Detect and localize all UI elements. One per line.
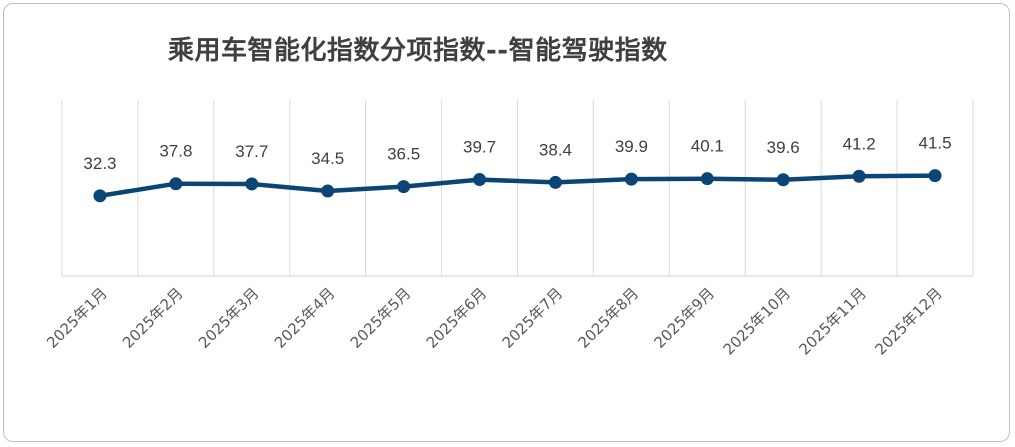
x-tick-label: 2025年5月 <box>347 284 415 352</box>
x-tick-label: 2025年12月 <box>871 284 945 358</box>
x-tick-label: 2025年7月 <box>499 284 567 352</box>
data-point <box>473 173 487 187</box>
x-tick-label: 2025年6月 <box>423 284 491 352</box>
data-label: 38.4 <box>539 140 572 159</box>
data-point <box>624 172 638 186</box>
data-point <box>397 180 411 194</box>
x-tick-label: 2025年10月 <box>720 284 794 358</box>
x-tick-label: 2025年2月 <box>119 284 187 352</box>
chart-frame <box>3 3 1010 442</box>
data-label: 34.5 <box>311 149 344 168</box>
x-tick-label: 2025年3月 <box>195 284 263 352</box>
data-point <box>93 189 107 203</box>
x-tick-label: 2025年11月 <box>796 284 870 358</box>
data-point <box>169 177 183 191</box>
data-point <box>700 172 714 186</box>
data-point <box>852 169 866 183</box>
data-label: 40.1 <box>691 137 724 156</box>
x-tick-label: 2025年4月 <box>271 284 339 352</box>
data-label: 41.2 <box>843 134 876 153</box>
data-label: 37.8 <box>159 142 192 161</box>
x-tick-label: 2025年1月 <box>43 284 111 352</box>
data-point <box>548 175 562 189</box>
data-point <box>928 169 942 183</box>
x-tick-label: 2025年8月 <box>575 284 643 352</box>
data-point <box>245 177 259 191</box>
data-point <box>776 173 790 187</box>
chart-title: 乘用车智能化指数分项指数--智能驾驶指数 <box>168 36 668 66</box>
data-point <box>321 184 335 198</box>
data-label: 39.7 <box>463 138 496 157</box>
data-label: 39.9 <box>615 137 648 156</box>
data-label: 36.5 <box>387 145 420 164</box>
x-tick-label: 2025年9月 <box>650 284 718 352</box>
data-label: 37.7 <box>235 142 268 161</box>
series-line <box>97 173 938 199</box>
data-label: 32.3 <box>83 154 116 173</box>
data-label: 39.6 <box>767 138 800 157</box>
data-label: 41.5 <box>918 134 951 153</box>
